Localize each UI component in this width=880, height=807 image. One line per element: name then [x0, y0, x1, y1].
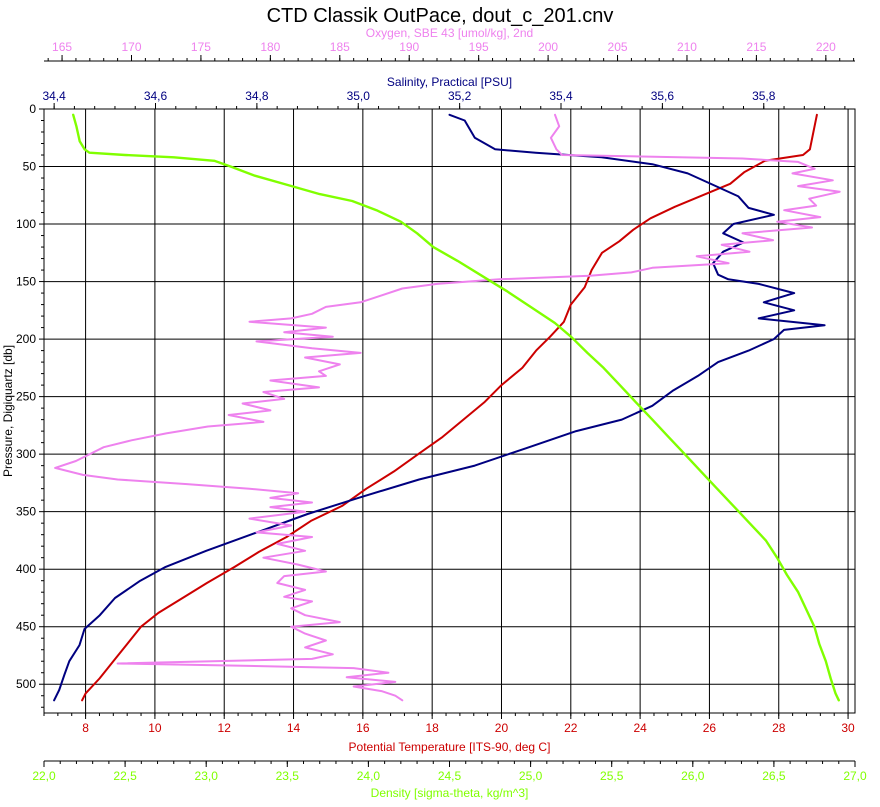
- pressure-tick-label: 200: [16, 332, 36, 346]
- temperature-tick-label: 8: [82, 721, 89, 735]
- temperature-tick-label: 20: [495, 721, 509, 735]
- pressure-tick-label: 0: [29, 102, 36, 116]
- pressure-axis-label: Pressure, Digiquartz [db]: [1, 345, 15, 477]
- pressure-tick-label: 400: [16, 562, 36, 576]
- salinity-tick-label: 35,8: [752, 89, 776, 103]
- oxygen-tick-label: 170: [121, 40, 141, 54]
- oxygen-axis-label: Oxygen, SBE 43 [umol/kg], 2nd: [366, 26, 533, 40]
- pressure-tick-label: 350: [16, 505, 36, 519]
- oxygen-tick-label: 190: [399, 40, 419, 54]
- salinity-tick-label: 35,2: [448, 89, 472, 103]
- density-tick-label: 25,5: [600, 769, 624, 783]
- oxygen-tick-label: 195: [469, 40, 489, 54]
- oxygen-tick-label: 215: [746, 40, 766, 54]
- density-tick-label: 23,0: [195, 769, 219, 783]
- density-tick-label: 26,5: [762, 769, 786, 783]
- density-tick-label: 27,0: [843, 769, 867, 783]
- temperature-tick-label: 30: [841, 721, 855, 735]
- density-tick-label: 22,5: [113, 769, 137, 783]
- oxygen-tick-label: 210: [677, 40, 697, 54]
- oxygen-series-line: [54, 113, 841, 702]
- data-series: [53, 113, 841, 702]
- oxygen-tick-label: 175: [191, 40, 211, 54]
- density-tick-label: 22,0: [32, 769, 56, 783]
- salinity-tick-label: 34,8: [245, 89, 269, 103]
- salinity-tick-label: 35,6: [651, 89, 675, 103]
- salinity-tick-label: 34,4: [42, 89, 66, 103]
- chart-title: CTD Classik OutPace, dout_c_201.cnv: [267, 5, 614, 27]
- temperature-tick-label: 28: [772, 721, 786, 735]
- salinity-tick-label: 35,4: [549, 89, 573, 103]
- pressure-tick-label: 250: [16, 390, 36, 404]
- temperature-tick-label: 24: [633, 721, 647, 735]
- density-tick-label: 24,5: [438, 769, 462, 783]
- salinity-axis-label: Salinity, Practical [PSU]: [387, 75, 512, 89]
- salinity-tick-label: 35,0: [347, 89, 371, 103]
- temperature-tick-label: 18: [425, 721, 439, 735]
- salinity-series-line: [53, 113, 826, 702]
- density-series-line: [71, 113, 840, 702]
- pressure-tick-label: 150: [16, 275, 36, 289]
- oxygen-tick-label: 165: [52, 40, 72, 54]
- temperature-tick-label: 22: [564, 721, 578, 735]
- density-tick-label: 24,0: [357, 769, 381, 783]
- pressure-tick-label: 300: [16, 447, 36, 461]
- oxygen-tick-label: 220: [816, 40, 836, 54]
- temperature-axis-label: Potential Temperature [ITS-90, deg C]: [349, 740, 551, 754]
- plot-frame: [43, 108, 856, 714]
- temperature-tick-label: 26: [703, 721, 717, 735]
- oxygen-tick-label: 205: [608, 40, 628, 54]
- pressure-tick-label: 100: [16, 217, 36, 231]
- density-tick-label: 26,0: [681, 769, 705, 783]
- temperature-series-line: [81, 113, 818, 702]
- density-axis-label: Density [sigma-theta, kg/m^3]: [371, 786, 529, 800]
- temperature-tick-label: 16: [356, 721, 370, 735]
- axes: 0 50 100 150 200 250 300 350 400 450 500 Pressure, …: [1, 26, 867, 800]
- density-tick-label: 25,0: [519, 769, 543, 783]
- oxygen-tick-label: 180: [260, 40, 280, 54]
- oxygen-tick-label: 185: [330, 40, 350, 54]
- pressure-tick-label: 50: [23, 160, 37, 174]
- pressure-tick-label: 500: [16, 677, 36, 691]
- temperature-tick-label: 10: [148, 721, 162, 735]
- oxygen-tick-label: 200: [538, 40, 558, 54]
- pressure-tick-label: 450: [16, 620, 36, 634]
- temperature-tick-label: 14: [287, 721, 301, 735]
- temperature-tick-label: 12: [218, 721, 232, 735]
- density-tick-label: 23,5: [276, 769, 300, 783]
- salinity-tick-label: 34,6: [144, 89, 168, 103]
- grid-lines: [44, 108, 855, 713]
